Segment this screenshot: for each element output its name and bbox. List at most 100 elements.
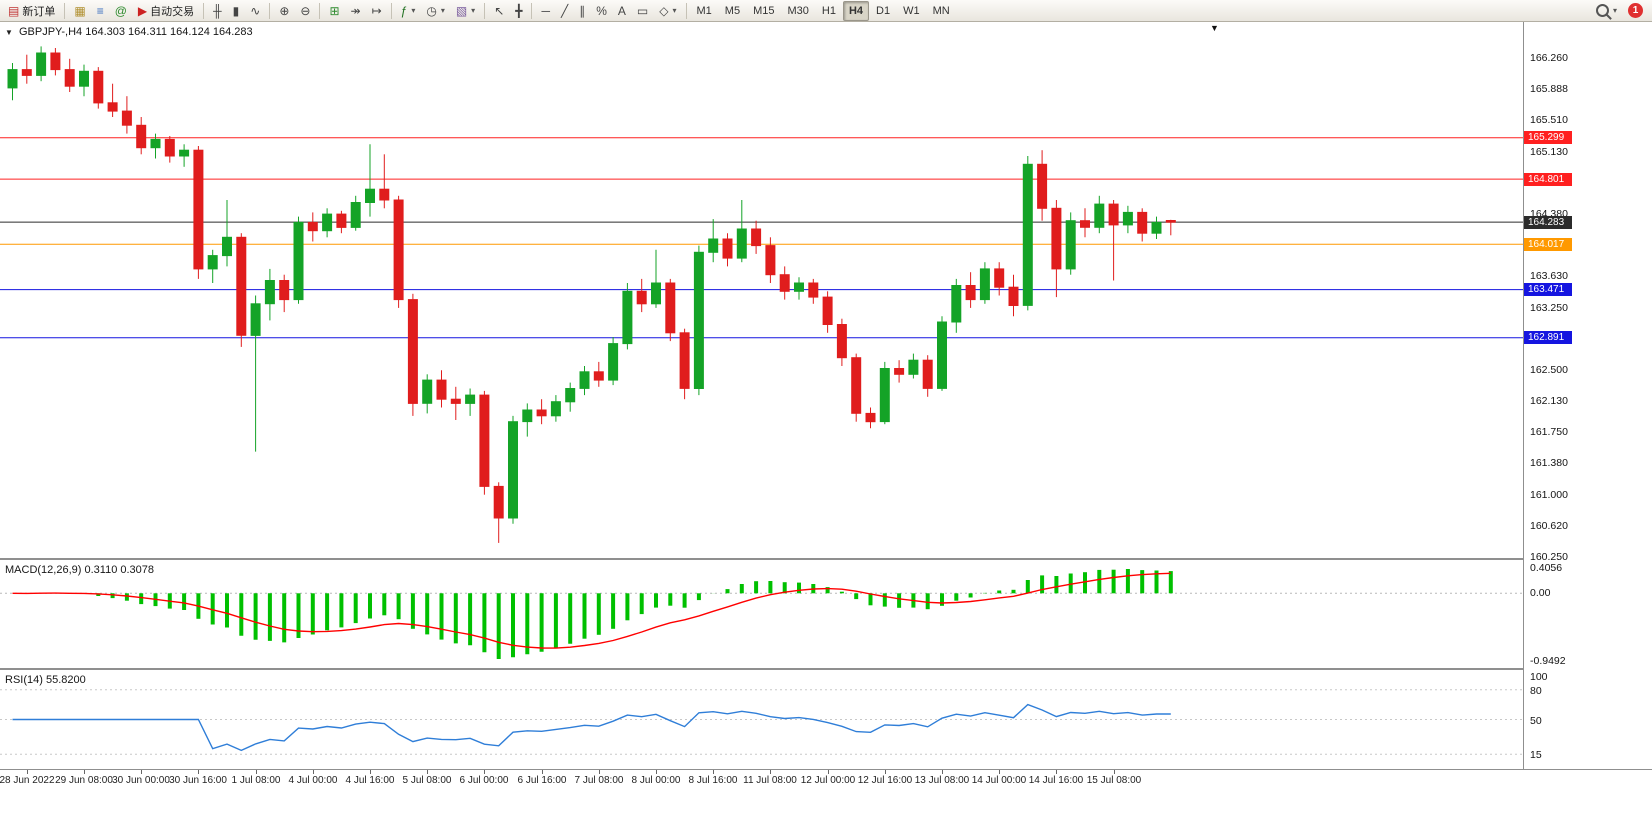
timeframe-h1-button[interactable]: H1 (821, 4, 836, 17)
rsi-line (12, 703, 1171, 752)
chart-shift-marker[interactable]: ▼ (1210, 23, 1219, 33)
candlestick-chart (0, 22, 1523, 558)
time-tick (599, 770, 600, 774)
time-axis-label: 1 Jul 08:00 (231, 775, 281, 786)
price-tick: 165.130 (1530, 146, 1568, 158)
toolbar-separator (390, 2, 392, 19)
timeframe-m15-button[interactable]: M15 (753, 4, 775, 17)
rsi-pane[interactable]: RSI(14) 55.8200 (0, 670, 1523, 769)
line-chart-type-icon[interactable]: ∿ (245, 0, 265, 21)
auto-scroll-icon-icon: ↠ (350, 3, 361, 18)
candlesticks (7, 46, 1176, 543)
rsi-axis-tick: 15 (1530, 749, 1542, 761)
time-tick (1114, 770, 1115, 774)
indicators-button[interactable]: ƒ ▾ (396, 0, 421, 21)
templates-button[interactable]: ▧ ▾ (451, 0, 480, 21)
arrows-tool-button[interactable]: ◇ ▾ (654, 0, 681, 21)
timeframe-mn-button[interactable]: MN (932, 4, 950, 17)
time-axis-label: 7 Jul 08:00 (574, 775, 624, 786)
rsi-axis-tick: 80 (1530, 685, 1542, 697)
time-tick (27, 770, 28, 774)
market-watch-icon[interactable]: ≡ (92, 0, 109, 21)
time-axis-label: 12 Jul 16:00 (857, 775, 913, 786)
zoom-in-icon[interactable]: ⊕ (274, 0, 294, 21)
time-axis-label: 14 Jul 00:00 (971, 775, 1027, 786)
time-axis-label: 5 Jul 08:00 (402, 775, 452, 786)
macd-signal-value: 0.3078 (120, 564, 155, 576)
auto-trading-button[interactable]: ▶ 自动交易 (137, 3, 195, 18)
price-line-badge: 165.299 (1524, 131, 1572, 144)
time-axis[interactable]: 28 Jun 2022 29 Jun 08:00 30 Jun 00:00 30 Ju… (0, 769, 1652, 790)
time-axis-label: 30 Jun 16:00 (169, 775, 227, 786)
price-tick: 166.260 (1530, 52, 1568, 64)
toolbar-separator (319, 2, 321, 19)
hline-tool-button-icon: ─ (541, 3, 550, 18)
auto-scroll-icon[interactable]: ↠ (346, 0, 366, 21)
market-watch-icon-icon: ≡ (96, 3, 104, 18)
text-tool-button[interactable]: A (613, 0, 631, 21)
crosshair-button[interactable]: ╋ (510, 0, 527, 21)
zoom-in-icon-icon: ⊕ (279, 3, 290, 18)
price-line-badge: 163.471 (1524, 283, 1572, 296)
price-tick: 161.750 (1530, 426, 1568, 438)
symbol-dropdown-icon[interactable]: ▼ (5, 28, 13, 37)
trendline-tool-button-icon: ╱ (561, 3, 569, 18)
toolbar: ▤ 新订单 ▦ ≡ @ ▶ 自动交易 ╫ ▮ ∿ ⊕ ⊖ ⊞ ↠ ↦ ƒ ▾ ◷ ▾ ▧ ▾ ↖ ╋ ─ ╱ ∥% A ▭ ◇ ▾ M1 M5… (0, 0, 1652, 22)
search-button[interactable]: ▾ (1591, 0, 1622, 21)
time-axis-label: 12 Jul 00:00 (800, 775, 856, 786)
chart-symbol-label: ▼ GBPJPY-,H4 164.303 164.311 164.124 164… (5, 26, 253, 38)
timeframe-m1-button[interactable]: M1 (696, 4, 712, 17)
new-order-button-icon: ▤ (8, 3, 20, 18)
toolbar-separator (685, 2, 687, 19)
hline-tool-button[interactable]: ─ (536, 0, 555, 21)
rsi-axis-tick: 100 (1530, 671, 1548, 683)
price-line-badge: 164.283 (1524, 216, 1572, 229)
new-order-button[interactable]: ▤ 新订单 (8, 3, 56, 18)
macd-pane[interactable]: MACD(12,26,9) 0.3110 0.3078 (0, 560, 1523, 668)
toolbar-separator (484, 2, 486, 19)
channel-tool-button[interactable]: ∥ (574, 0, 590, 21)
symbol-name: GBPJPY-,H4 (18, 26, 83, 38)
price-line-badge: 164.801 (1524, 173, 1572, 186)
timeframe-h4-button[interactable]: H4 (842, 0, 870, 21)
macd-signal-line (12, 572, 1171, 649)
pane-separator[interactable] (0, 668, 1652, 670)
price-chart-pane[interactable]: ▼ GBPJPY-,H4 164.303 164.311 164.124 164… (0, 22, 1523, 558)
time-tick (427, 770, 428, 774)
profile-icon[interactable]: ▦ (69, 0, 90, 21)
tile-windows-icon-icon: ⊞ (329, 3, 340, 18)
rsi-axis-tick: 50 (1530, 715, 1542, 727)
timeframe-m30-button[interactable]: M30 (787, 4, 809, 17)
tile-windows-icon[interactable]: ⊞ (324, 0, 344, 21)
bar-chart-type-icon[interactable]: ╫ (208, 0, 227, 21)
price-axis[interactable]: 166.260165.888165.510165.130164.760164.3… (1524, 22, 1652, 789)
time-tick (141, 770, 142, 774)
pane-separator[interactable] (0, 558, 1652, 560)
textbox-tool-button[interactable]: ▭ (632, 0, 653, 21)
notification-badge[interactable]: 1 (1628, 3, 1643, 18)
periods-button[interactable]: ◷ ▾ (421, 0, 450, 21)
cursor-button[interactable]: ↖ (489, 0, 509, 21)
crosshair-button-icon: ╋ (515, 3, 523, 18)
caret-down-icon: ▾ (1612, 6, 1617, 15)
candlestick-type-icon[interactable]: ▮ (228, 0, 245, 21)
timeframe-w1-button[interactable]: W1 (903, 4, 920, 17)
price-tick: 161.380 (1530, 457, 1568, 469)
timeframe-m5-button[interactable]: M5 (724, 4, 741, 17)
time-tick (198, 770, 199, 774)
time-tick (84, 770, 85, 774)
fibo-tool-button[interactable]: % (591, 0, 612, 21)
chart-shift-icon[interactable]: ↦ (367, 0, 387, 21)
auto-trading-button-icon: ▶ (137, 3, 148, 18)
price-tick: 165.510 (1530, 114, 1568, 126)
toolbar-separator (531, 2, 533, 19)
navigator-icon[interactable]: @ (110, 0, 132, 21)
navigator-icon-icon: @ (114, 3, 127, 18)
time-axis-label: 28 Jun 2022 (0, 775, 55, 786)
trendline-tool-button[interactable]: ╱ (556, 0, 573, 21)
time-tick (828, 770, 829, 774)
zoom-out-icon[interactable]: ⊖ (295, 0, 315, 21)
horizontal-lines[interactable] (0, 137, 1523, 339)
timeframe-d1-button[interactable]: D1 (876, 4, 891, 17)
